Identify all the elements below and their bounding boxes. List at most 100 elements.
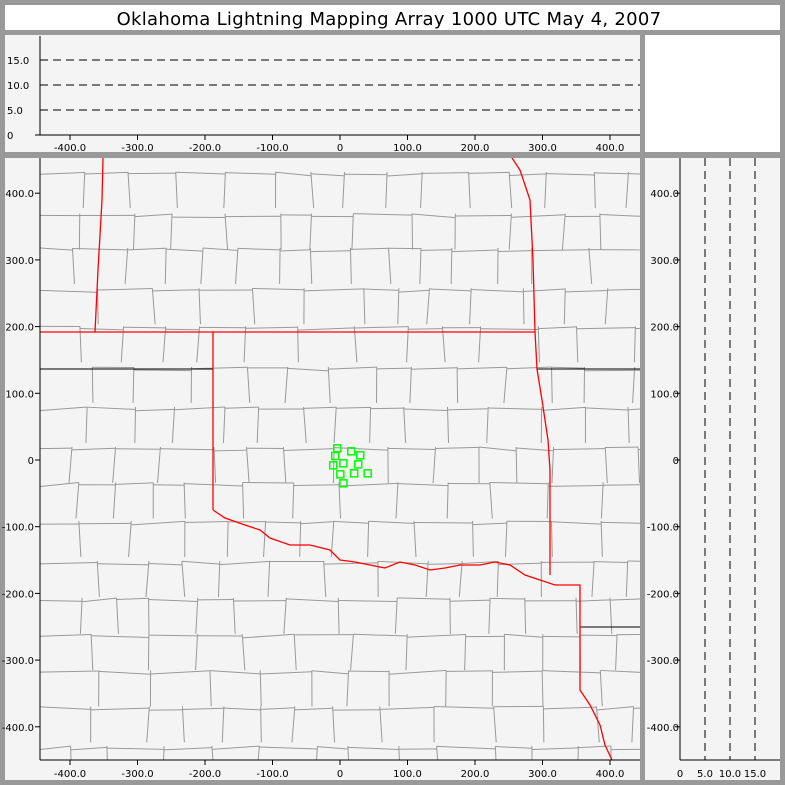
county-line: [70, 746, 107, 751]
county-line: [213, 446, 217, 484]
county-line: [551, 366, 585, 369]
county-borders: [40, 171, 643, 760]
county-line: [267, 560, 271, 597]
county-line: [576, 326, 579, 363]
x-tick-label: 400.0: [596, 143, 625, 154]
county-line: [394, 597, 398, 634]
county-line: [128, 520, 132, 557]
county-line: [291, 706, 296, 743]
y-tick-label: 0: [7, 131, 13, 142]
county-line: [369, 406, 372, 443]
county-line: [420, 249, 452, 251]
lightning-source-marker: [336, 470, 345, 479]
county-line: [457, 366, 507, 370]
county-line: [70, 745, 72, 760]
county-line: [451, 249, 499, 253]
county-line: [71, 447, 116, 451]
county-line: [135, 408, 175, 412]
lightning-source-marker: [339, 459, 348, 468]
county-line: [133, 369, 192, 372]
x-tick-label: -200.0: [189, 143, 221, 154]
county-line: [488, 407, 542, 410]
county-line: [385, 171, 388, 209]
x-tick-label: 300.0: [528, 769, 557, 780]
county-line: [293, 634, 297, 671]
county-line: [40, 599, 83, 602]
county-line: [426, 288, 431, 325]
lightning-source-marker: [356, 451, 365, 460]
county-line: [596, 706, 634, 711]
x-tick-label: 0: [337, 143, 343, 154]
x-tick-label: 200.0: [461, 143, 490, 154]
county-line: [408, 328, 443, 330]
county-line: [642, 288, 643, 324]
county-line: [633, 707, 640, 709]
county-line: [182, 707, 224, 711]
plan-view-panel: [5, 158, 640, 780]
county-line: [40, 745, 71, 751]
county-line: [553, 448, 606, 451]
x-tick-label: 0: [677, 769, 683, 780]
county-line: [577, 745, 579, 760]
county-line: [317, 746, 348, 750]
county-line: [550, 520, 553, 557]
county-line: [279, 247, 281, 284]
county-line: [157, 446, 161, 484]
county-line: [419, 247, 422, 284]
county-line: [585, 407, 629, 411]
county-line: [191, 366, 248, 370]
county-line: [575, 597, 578, 634]
lightning-source-marker: [331, 451, 340, 461]
county-line: [347, 746, 399, 750]
county-line: [347, 745, 350, 760]
county-line: [600, 520, 603, 557]
county-line: [132, 366, 135, 403]
county-line: [338, 600, 398, 603]
county-line: [71, 247, 75, 284]
county-line: [435, 446, 479, 450]
county-line: [78, 520, 82, 557]
county-line: [425, 560, 429, 597]
county-line: [603, 484, 640, 486]
county-line: [127, 247, 167, 251]
y-tick-label: -200.0: [647, 589, 679, 600]
y-tick-label: 200.0: [650, 323, 679, 334]
county-line: [551, 446, 555, 484]
county-line: [627, 406, 630, 443]
lightning-source-marker: [349, 469, 359, 478]
county-line: [446, 406, 450, 443]
county-line: [353, 213, 413, 216]
county-line: [388, 247, 392, 284]
county-line: [428, 563, 463, 565]
county-line: [615, 634, 618, 671]
county-line: [469, 288, 472, 325]
x-tick-label: -400.0: [54, 769, 86, 780]
county-line: [631, 706, 635, 743]
county-line: [504, 633, 543, 638]
county-line: [522, 288, 525, 325]
county-line: [97, 563, 149, 566]
county-line: [524, 597, 527, 634]
county-line: [350, 247, 389, 250]
county-line: [411, 213, 456, 219]
county-line: [489, 482, 493, 519]
county-line: [275, 171, 311, 177]
county-line: [628, 173, 640, 175]
county-line: [148, 634, 198, 637]
county-line: [115, 597, 119, 634]
county-line: [478, 446, 517, 452]
county-line: [508, 171, 513, 209]
alt-lon-panel: [5, 35, 640, 152]
county-line: [152, 289, 199, 292]
county-line: [245, 326, 298, 329]
county-line: [40, 406, 88, 412]
county-line: [403, 406, 407, 443]
county-line: [85, 406, 88, 443]
county-line: [40, 171, 85, 175]
county-line: [458, 560, 463, 598]
y-tick-label: 300.0: [650, 256, 679, 267]
county-line: [115, 482, 154, 485]
county-line: [333, 520, 369, 524]
county-line: [297, 327, 355, 331]
county-line: [175, 171, 178, 209]
